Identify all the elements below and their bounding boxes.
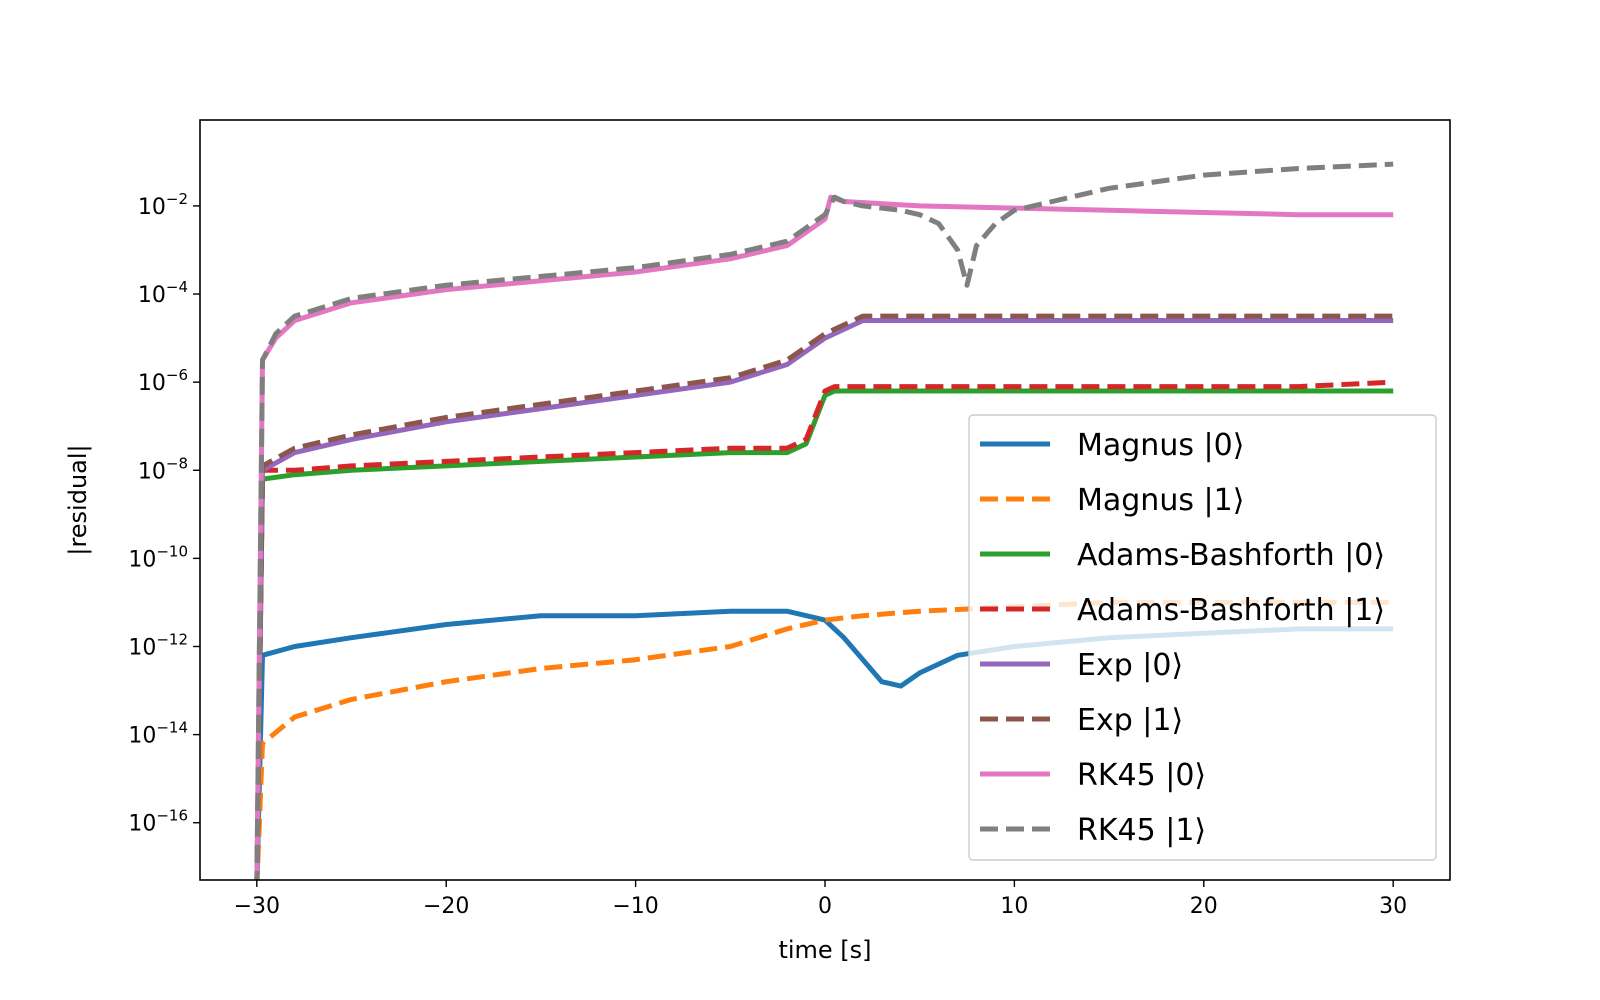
y-tick-exponent: −8 <box>166 454 188 472</box>
legend-label: Magnus |1⟩ <box>1077 483 1244 518</box>
x-tick-label: 0 <box>818 894 832 919</box>
series-line-3 <box>254 379 1394 880</box>
x-tick-label: 30 <box>1379 894 1407 919</box>
y-tick-exponent: −4 <box>166 278 188 296</box>
y-tick-label: 10−10 <box>128 542 188 572</box>
legend-label: RK45 |0⟩ <box>1077 758 1206 793</box>
y-tick-label: 10−4 <box>138 278 188 308</box>
y-tick-base: 10 <box>128 724 156 749</box>
x-axis-label: time [s] <box>778 936 871 964</box>
y-tick-base: 10 <box>138 371 166 396</box>
legend-label: Adams-Bashforth |1⟩ <box>1077 593 1385 628</box>
x-axis: −30 −20 −10 0 10 20 30 <box>234 880 1407 919</box>
y-tick-base: 10 <box>138 195 166 220</box>
y-tick-label: 10−14 <box>128 719 188 749</box>
y-tick-label: 10−2 <box>138 190 188 220</box>
y-tick-exponent: −2 <box>166 190 188 208</box>
y-tick-base: 10 <box>128 812 156 837</box>
x-tick-label: −30 <box>234 894 280 919</box>
legend-label: Adams-Bashforth |0⟩ <box>1077 538 1385 573</box>
y-tick-label: 10−6 <box>138 366 188 396</box>
y-tick-base: 10 <box>138 459 166 484</box>
legend: Magnus |0⟩ Magnus |1⟩ Adams-Bashforth |0⟩ A… <box>968 414 1437 861</box>
series-line-7 <box>254 161 1394 880</box>
y-tick-base: 10 <box>138 283 166 308</box>
y-tick-exponent: −12 <box>156 630 188 648</box>
x-tick-label: −20 <box>423 894 469 919</box>
y-tick-exponent: −6 <box>166 366 188 384</box>
series-line-2 <box>254 388 1394 880</box>
y-tick-exponent: −10 <box>156 542 188 560</box>
legend-frame <box>968 414 1437 861</box>
series-line-4 <box>254 318 1394 880</box>
y-tick-base: 10 <box>128 547 156 572</box>
y-tick-base: 10 <box>128 635 156 660</box>
legend-label: Exp |0⟩ <box>1077 648 1183 683</box>
legend-label: Magnus |0⟩ <box>1077 428 1244 463</box>
y-axis-label: |residual| <box>64 444 92 555</box>
x-tick-label: 20 <box>1190 894 1218 919</box>
x-tick-label: −10 <box>612 894 658 919</box>
y-tick-exponent: −16 <box>156 807 188 825</box>
legend-label: Exp |1⟩ <box>1077 703 1183 738</box>
series-line-5 <box>254 313 1394 880</box>
y-tick-label: 10−12 <box>128 630 188 660</box>
y-tick-label: 10−8 <box>138 454 188 484</box>
x-tick-label: 10 <box>1000 894 1028 919</box>
series-line-6 <box>254 194 1394 880</box>
y-tick-label: 10−16 <box>128 807 188 837</box>
legend-label: RK45 |1⟩ <box>1077 813 1206 848</box>
y-tick-exponent: −14 <box>156 719 188 737</box>
